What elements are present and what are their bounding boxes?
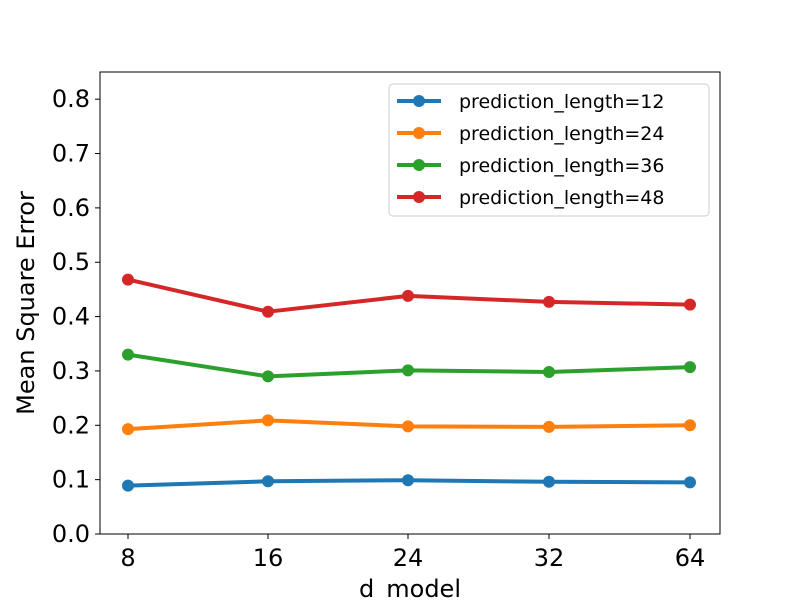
legend-box	[388, 83, 710, 217]
data-point	[543, 366, 555, 378]
y-tick-label: 0.1	[52, 466, 90, 494]
axes: 8 16 24 32 64 0.0 0.1 0.2 0.3 0.4 0.5 0.6 0.7 0.8	[52, 85, 705, 572]
data-point	[262, 305, 274, 318]
plot-area	[122, 273, 696, 492]
x-tick-label: 32	[534, 544, 565, 572]
data-point	[122, 348, 134, 361]
data-point	[684, 476, 696, 489]
data-point	[684, 298, 696, 311]
legend-swatch-marker	[413, 159, 425, 171]
data-point	[402, 289, 414, 302]
data-point	[262, 370, 274, 383]
data-point	[122, 479, 134, 492]
data-point	[402, 420, 414, 433]
y-tick-label: 0.7	[52, 140, 90, 168]
y-tick-label: 0.8	[52, 85, 90, 113]
data-point	[402, 364, 414, 377]
legend-swatch-marker	[413, 95, 425, 107]
data-point	[684, 361, 696, 374]
x-tick-label: 16	[253, 544, 284, 572]
x-axis-label: d_model	[359, 575, 461, 600]
y-tick-label: 0.5	[52, 248, 90, 276]
data-point	[543, 295, 555, 308]
data-point	[122, 273, 134, 286]
y-tick-label: 0.4	[52, 303, 90, 331]
x-tick-label: 64	[675, 544, 706, 572]
legend-swatch-marker	[413, 191, 425, 203]
data-point	[262, 414, 274, 427]
legend: prediction_length=12 prediction_length=24…	[388, 83, 710, 217]
data-point	[684, 419, 696, 432]
data-point	[543, 475, 555, 488]
y-tick-label: 0.0	[52, 520, 90, 548]
data-point	[262, 475, 274, 488]
legend-label: prediction_length=48	[459, 187, 664, 209]
legend-label: prediction_length=12	[459, 91, 664, 113]
plot-frame	[99, 71, 721, 535]
data-point	[543, 420, 555, 433]
data-point	[122, 423, 134, 436]
x-tick-label: 24	[393, 544, 424, 572]
data-point	[402, 474, 414, 487]
y-tick-label: 0.6	[52, 194, 90, 222]
y-tick-label: 0.2	[52, 411, 90, 439]
legend-swatch-marker	[413, 127, 425, 139]
legend-label: prediction_length=36	[459, 155, 664, 177]
y-axis-label: Mean Square Error	[12, 191, 40, 415]
x-tick-label: 8	[120, 544, 135, 572]
y-tick-label: 0.3	[52, 357, 90, 385]
legend-label: prediction_length=24	[459, 123, 664, 145]
